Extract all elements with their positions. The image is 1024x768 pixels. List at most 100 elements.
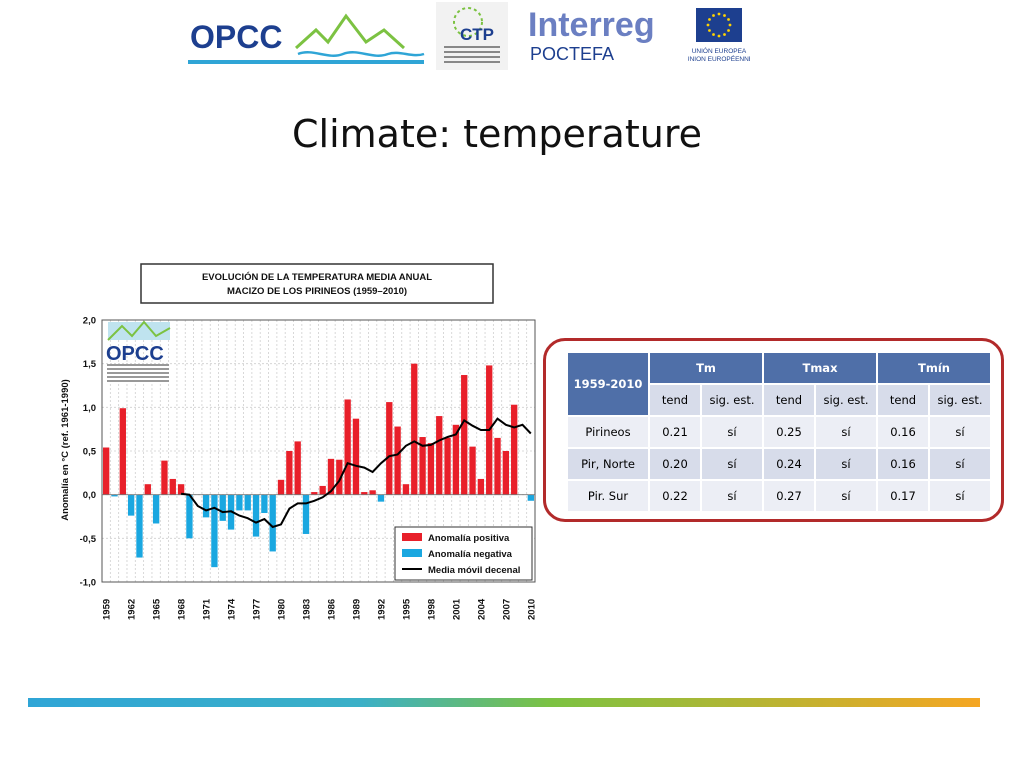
- interreg-logo: Interreg POCTEFA: [528, 6, 655, 64]
- y-tick-label: -1,0: [80, 578, 96, 589]
- table-cell: 0.21: [648, 415, 702, 449]
- y-tick-label: 1,0: [83, 403, 96, 414]
- bar-negative: [127, 494, 135, 516]
- table-cell: sí: [700, 479, 764, 513]
- bar-positive: [161, 460, 168, 495]
- bar-positive: [103, 447, 110, 495]
- bar-positive: [311, 492, 318, 495]
- eu-star: [723, 14, 726, 17]
- bar-positive: [286, 451, 293, 495]
- footer-gradient-bar: [28, 698, 980, 707]
- group-tm: Tm: [648, 351, 764, 385]
- x-tick-label: 1980: [277, 599, 288, 620]
- x-tick-label: 1965: [152, 598, 163, 620]
- bar-positive: [327, 458, 335, 495]
- y-tick-label: 1,5: [83, 359, 97, 370]
- y-tick-label: 0,5: [83, 447, 97, 458]
- bar-negative: [302, 494, 310, 534]
- bar-positive: [386, 402, 393, 495]
- bar-positive: [394, 426, 401, 495]
- bar-positive: [169, 478, 176, 495]
- bar-negative: [269, 494, 276, 552]
- legend-line-label: Media móvil decenal: [428, 565, 520, 576]
- poctefa-text: POCTEFA: [530, 44, 614, 64]
- temperature-anomaly-chart: EVOLUCIÓN DE LA TEMPERATURA MEDIA ANUAL …: [52, 262, 542, 622]
- bar-negative: [261, 494, 268, 514]
- bar-positive: [419, 437, 426, 495]
- legend-negative-label: Anomalía negativa: [428, 549, 513, 560]
- x-tick-label: 1989: [352, 599, 363, 620]
- row-name: Pir. Sur: [566, 479, 650, 513]
- x-tick-label: 2004: [476, 598, 487, 620]
- bar-positive: [294, 441, 301, 495]
- chart-opcc-logo: OPCC: [106, 320, 171, 382]
- table-row: Pirineos 0.21 sí 0.25 sí 0.16 sí: [566, 415, 992, 449]
- x-tick-label: 1986: [327, 599, 338, 620]
- x-tick-label: 1974: [227, 598, 238, 620]
- table-cell: sí: [928, 479, 992, 513]
- bar-positive: [319, 485, 326, 495]
- plot-area: 2,0 1,5 1,0 0,5 0,0 -0,5 -1,0 1959 1962 1965 1968 1…: [80, 316, 538, 621]
- subheader-cell: tend: [876, 383, 930, 417]
- table-cell: 0.16: [876, 447, 930, 481]
- bar-positive: [452, 424, 460, 495]
- eu-line1-text: UNIÓN EUROPEA: [692, 46, 747, 55]
- bar-negative: [136, 494, 143, 558]
- x-tick-label: 2007: [501, 599, 512, 620]
- bar-positive: [402, 484, 410, 495]
- table-cell: sí: [928, 415, 992, 449]
- bar-negative: [527, 494, 534, 501]
- eu-star: [712, 33, 715, 36]
- bar-positive: [411, 363, 418, 495]
- moving-average-line: [180, 417, 532, 529]
- x-tick-label: 1968: [177, 599, 188, 620]
- table-cell: 0.25: [762, 415, 816, 449]
- bar-positive: [344, 399, 351, 495]
- x-tick-label: 1992: [377, 599, 388, 620]
- bar-negative: [111, 494, 118, 497]
- eu-star: [723, 33, 726, 36]
- table-cell: 0.22: [648, 479, 702, 513]
- bar-positive: [436, 416, 443, 495]
- x-tick-label: 1998: [426, 599, 437, 620]
- ctp-logo: CTP: [436, 2, 508, 70]
- table-row: Pir. Sur 0.22 sí 0.27 sí 0.17 sí: [566, 479, 992, 513]
- bar-negative: [252, 494, 260, 537]
- ctp-logo-text: CTP: [460, 25, 494, 44]
- bar-positive: [177, 484, 185, 495]
- chart-svg: EVOLUCIÓN DE LA TEMPERATURA MEDIA ANUAL …: [60, 263, 538, 621]
- chart-opcc-text: OPCC: [106, 343, 164, 365]
- table-cell: 0.16: [876, 415, 930, 449]
- legend-positive-swatch: [402, 533, 422, 541]
- y-tick-label: 2,0: [83, 316, 96, 327]
- subheader-cell: sig. est.: [928, 383, 992, 417]
- x-tick-label: 1962: [127, 599, 138, 620]
- logo-strip: OPCC CTP Interreg POCTEFA UNIÓN EUROPEA …: [0, 0, 1024, 75]
- x-tick-label: 1995: [401, 598, 412, 620]
- chart-title-line1: EVOLUCIÓN DE LA TEMPERATURA MEDIA ANUAL: [202, 271, 432, 283]
- table-cell: sí: [814, 447, 878, 481]
- row-name: Pirineos: [566, 415, 650, 449]
- x-tick-label: 1977: [252, 599, 263, 620]
- y-tick-label: 0,0: [83, 490, 96, 501]
- legend-positive-label: Anomalía positiva: [428, 533, 510, 544]
- chart-title-box: [140, 263, 494, 304]
- bar-negative: [236, 494, 243, 511]
- table-cell: 0.17: [876, 479, 930, 513]
- bar-positive: [119, 408, 126, 495]
- table-cell: sí: [928, 447, 992, 481]
- subheader-cell: tend: [648, 383, 702, 417]
- subheader-cell: tend: [762, 383, 816, 417]
- chart-legend: Anomalía positiva Anomalía negativa Medi…: [394, 526, 533, 581]
- y-axis-label: Anomalía en °C (ref. 1961-1990): [60, 379, 71, 521]
- eu-line2-text: UNION EUROPÉENNE: [688, 54, 750, 63]
- bar-positive: [511, 404, 518, 495]
- subheader-cell: sig. est.: [700, 383, 764, 417]
- eu-star: [717, 12, 721, 16]
- trend-table-panel: 1959-2010 Tm Tmax Tmín tend sig. est. te…: [543, 338, 1004, 522]
- bar-positive: [144, 484, 151, 495]
- eu-star: [727, 29, 730, 32]
- table-cell: 0.27: [762, 479, 816, 513]
- bar-positive: [494, 437, 501, 495]
- bar-positive: [427, 443, 435, 495]
